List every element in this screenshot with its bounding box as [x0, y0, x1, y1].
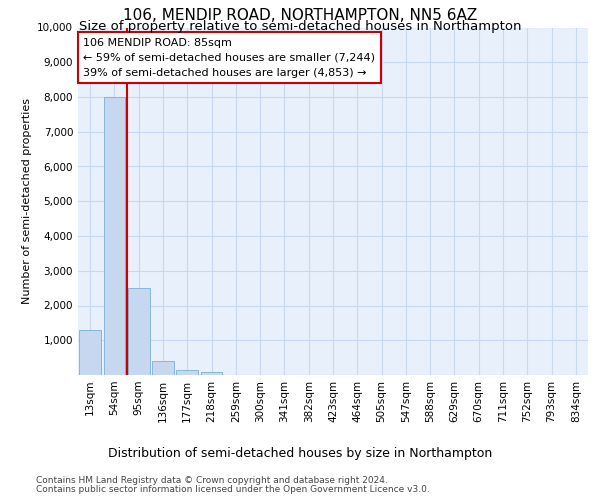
Bar	[79, 330, 101, 375]
Y-axis label: Number of semi-detached properties: Number of semi-detached properties	[22, 98, 32, 304]
Bar	[128, 288, 149, 375]
Text: Contains HM Land Registry data © Crown copyright and database right 2024.: Contains HM Land Registry data © Crown c…	[36, 476, 388, 485]
Text: 106 MENDIP ROAD: 85sqm
← 59% of semi-detached houses are smaller (7,244)
39% of : 106 MENDIP ROAD: 85sqm ← 59% of semi-det…	[83, 38, 375, 78]
Text: Size of property relative to semi-detached houses in Northampton: Size of property relative to semi-detach…	[79, 20, 521, 33]
Bar	[200, 372, 223, 375]
Bar	[152, 361, 174, 375]
Bar	[176, 370, 198, 375]
Text: 106, MENDIP ROAD, NORTHAMPTON, NN5 6AZ: 106, MENDIP ROAD, NORTHAMPTON, NN5 6AZ	[123, 8, 477, 22]
Bar	[104, 97, 125, 375]
Text: Distribution of semi-detached houses by size in Northampton: Distribution of semi-detached houses by …	[108, 448, 492, 460]
Text: Contains public sector information licensed under the Open Government Licence v3: Contains public sector information licen…	[36, 485, 430, 494]
